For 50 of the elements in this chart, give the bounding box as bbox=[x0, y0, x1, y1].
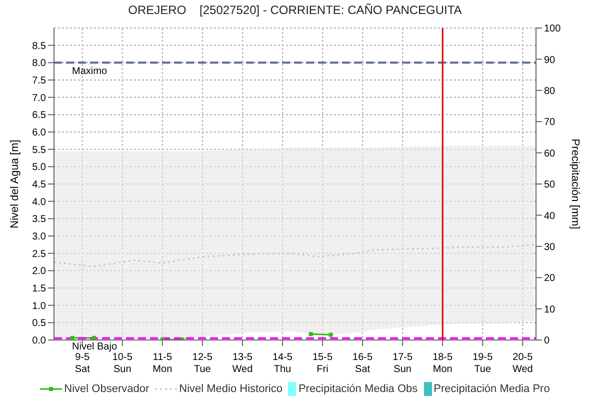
y-tick-label: 6.5 bbox=[32, 110, 46, 122]
y2-tick-label: 30 bbox=[544, 242, 556, 253]
y2-tick-label: 90 bbox=[544, 54, 556, 66]
x-tick-label: 11-5 Mon bbox=[152, 352, 172, 375]
y2-tick-label: 50 bbox=[544, 180, 556, 191]
x-tick-label: 14-5 Thu bbox=[272, 352, 293, 375]
y2-tick-label: 100 bbox=[544, 24, 562, 35]
legend-label: Nivel Medio Historico bbox=[178, 382, 282, 396]
y-tick-label: 0.5 bbox=[32, 318, 46, 330]
x-tick-label: 10-5 Sun bbox=[112, 352, 133, 375]
x-tick-label: 16-5 Sat bbox=[352, 352, 373, 375]
y-tick-label: 4.0 bbox=[32, 196, 46, 208]
y-tick-label: 7.5 bbox=[32, 76, 46, 87]
y2-axis-title: Precipitación [mm] bbox=[569, 138, 582, 230]
y-tick-label: 6.0 bbox=[32, 128, 46, 139]
legend-label: Nivel Observador bbox=[63, 382, 150, 396]
ref-line-label: Maximo bbox=[72, 66, 108, 77]
y-tick-label: 2.5 bbox=[32, 248, 46, 260]
x-tick-label: 19-5 Tue bbox=[472, 352, 494, 375]
x-tick-label: 9-5 Sat bbox=[74, 352, 90, 375]
y2-tick-label: 80 bbox=[544, 86, 556, 97]
y2-tick-label: 0 bbox=[544, 336, 550, 347]
x-tick-label: 18-5 Mon bbox=[432, 352, 454, 375]
x-tick-label: 20-5 Wed bbox=[512, 352, 534, 375]
ref-line-label: Nivel Bajo bbox=[72, 341, 118, 352]
x-tick-label: 12-5 Tue bbox=[192, 352, 213, 375]
chart-title: OREJERO [25027520] - CORRIENTE: CAÑO PANCEGUITA bbox=[127, 2, 463, 19]
y2-tick-label: 60 bbox=[544, 148, 556, 160]
y-tick-label: 1.0 bbox=[32, 300, 46, 312]
y-tick-label: 1.5 bbox=[32, 284, 46, 295]
y-tick-label: 8.0 bbox=[32, 58, 46, 70]
y-tick-label: 7.0 bbox=[32, 92, 46, 104]
y-axis-title: Nivel del Agua [m] bbox=[8, 140, 21, 228]
y-tick-label: 3.5 bbox=[32, 214, 46, 226]
y-tick-label: 5.0 bbox=[32, 162, 46, 174]
y-tick-label: 2.0 bbox=[32, 266, 46, 278]
x-tick-label: 13-5 Wed bbox=[232, 352, 253, 375]
y-tick-label: 4.5 bbox=[32, 180, 46, 191]
y2-tick-label: 10 bbox=[544, 304, 556, 316]
y-tick-label: 3.0 bbox=[32, 232, 46, 243]
x-tick-label: 17-5 Sun bbox=[392, 352, 414, 375]
legend-label: Precipitación Media Pro bbox=[432, 382, 550, 396]
y-tick-label: 5.5 bbox=[32, 144, 46, 156]
y2-tick-label: 70 bbox=[544, 117, 556, 128]
y-tick-label: 0.0 bbox=[32, 336, 46, 347]
y2-tick-label: 20 bbox=[544, 273, 556, 284]
x-tick-label: 15-5 Fri bbox=[312, 352, 333, 375]
y-tick-label: 8.5 bbox=[32, 40, 46, 52]
y2-tick-label: 40 bbox=[544, 210, 556, 222]
legend-label: Precipitación Media Obs bbox=[297, 382, 418, 396]
